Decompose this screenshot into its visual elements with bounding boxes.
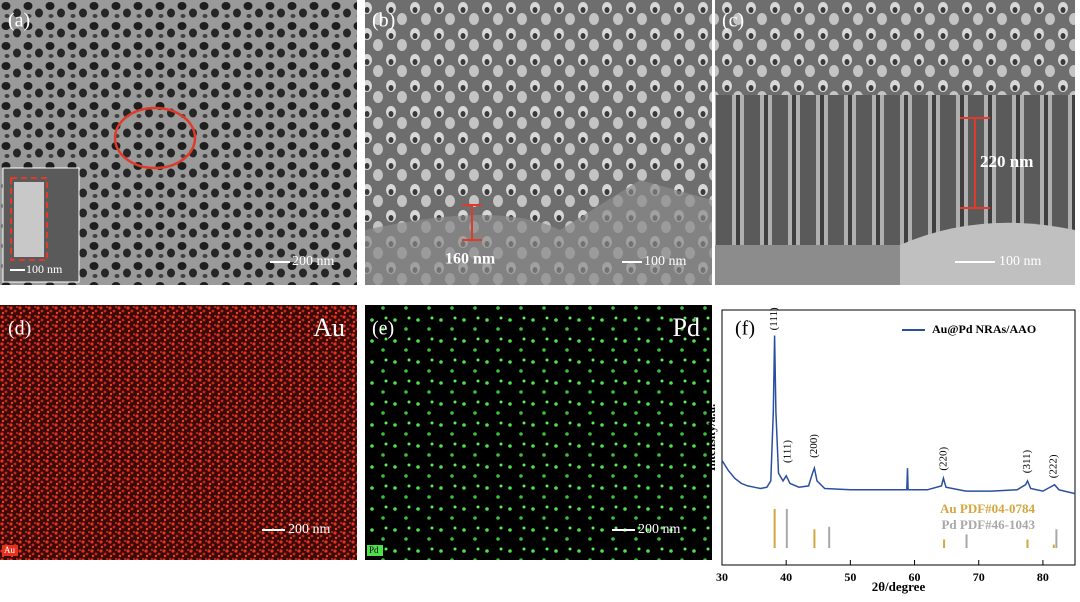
x-axis-label: 2θ/degree — [872, 579, 926, 594]
highlight-ellipse — [113, 106, 197, 170]
scale-label: 200 nm — [288, 522, 331, 537]
panel-label: (c) — [722, 10, 744, 32]
x-tick-label: 40 — [780, 570, 792, 584]
peak-label: (222) — [1047, 454, 1059, 478]
peak-label: (111) — [768, 307, 780, 330]
reference-legend: Au PDF#04-0784 — [940, 501, 1035, 516]
scale-label: 100 nm — [26, 262, 63, 276]
y-axis-label: Intensity/a.u. — [704, 404, 718, 471]
element-tag: Au — [4, 545, 15, 555]
panel-label: (f) — [735, 318, 755, 340]
scale-label: 100 nm — [644, 254, 687, 269]
sem-columns — [715, 95, 1075, 245]
reference-legend: Pd PDF#46-1043 — [941, 517, 1035, 532]
element-tag-bg — [367, 545, 383, 556]
element-label: Pd — [673, 313, 700, 342]
legend-label: Au@Pd NRAs/AAO — [932, 322, 1036, 336]
x-tick-label: 60 — [909, 570, 921, 584]
x-tick-label: 50 — [844, 570, 856, 584]
panel-label: (b) — [372, 10, 395, 32]
scale-label: 100 nm — [999, 254, 1042, 269]
measure-label: 220 nm — [980, 152, 1033, 171]
element-label: Au — [313, 313, 345, 342]
panel-label: (d) — [8, 318, 31, 340]
peak-label: (111) — [782, 440, 794, 463]
sem-top — [715, 0, 1075, 95]
element-tag-bg — [2, 545, 18, 556]
data-line — [721, 335, 1076, 495]
substrate — [900, 222, 1075, 285]
peak-label: (220) — [938, 446, 950, 470]
inset-box — [10, 177, 48, 261]
plot-frame — [721, 309, 1076, 566]
eds-map — [0, 305, 357, 560]
panel-label: (a) — [8, 10, 30, 32]
element-tag: Pd — [369, 545, 379, 555]
inset-rod — [14, 182, 44, 257]
peak-label: (200) — [808, 434, 820, 458]
scale-label: 200 nm — [292, 254, 335, 269]
eds-map — [365, 305, 712, 560]
scale-label: 200 nm — [638, 522, 681, 537]
x-tick-label: 30 — [716, 570, 728, 584]
x-tick-label: 80 — [1037, 570, 1049, 584]
peak-label: (311) — [1021, 449, 1033, 473]
x-tick-label: 70 — [973, 570, 985, 584]
panel-label: (e) — [372, 318, 394, 340]
substrate — [365, 180, 712, 285]
measure-label: 160 nm — [445, 251, 496, 268]
